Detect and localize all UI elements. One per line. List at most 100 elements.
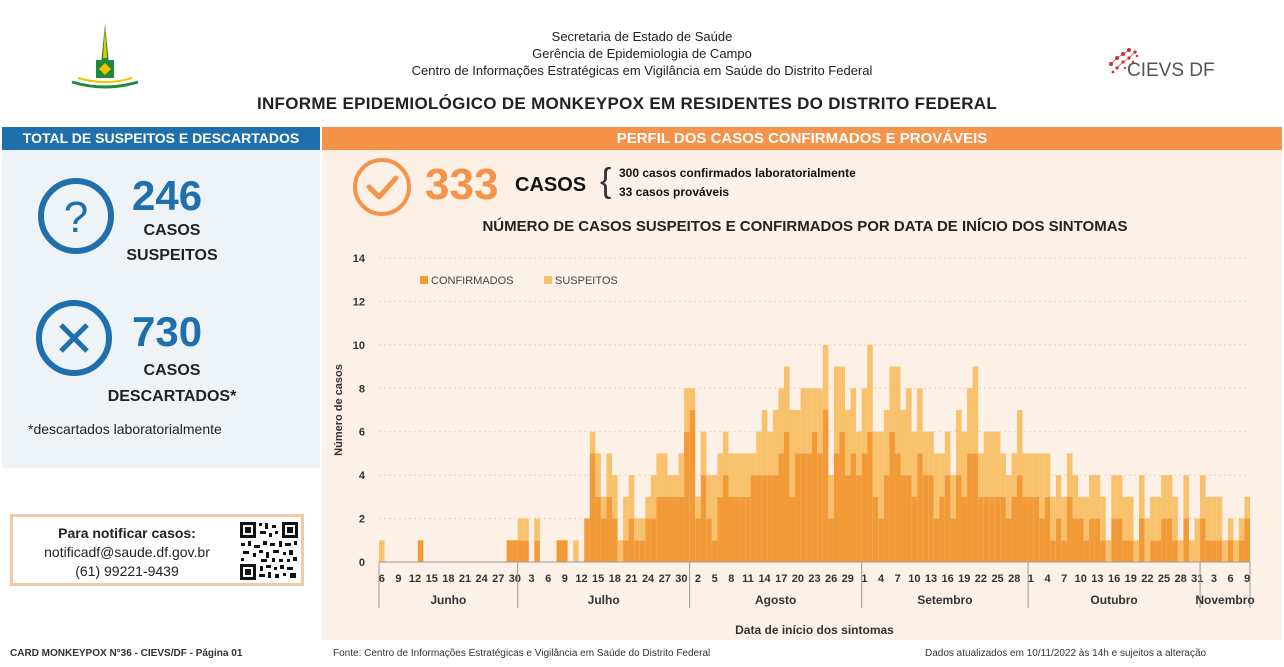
bar-confirmed (523, 540, 529, 562)
x-tick-label: 9 (1244, 573, 1250, 585)
suspects-count: 246 (132, 172, 202, 220)
bar-suspects (1023, 453, 1029, 496)
bar-confirmed (634, 540, 640, 562)
bar-suspects (1028, 453, 1034, 496)
bar-confirmed (845, 475, 851, 562)
discarded-count: 730 (132, 308, 202, 356)
qr-code-icon[interactable] (239, 521, 299, 581)
footer-card-id: CARD MONKEYPOX N°36 - CIEVS/DF - Página … (10, 648, 242, 659)
x-tick-label: 7 (895, 573, 901, 585)
x-tick-label: 18 (442, 573, 454, 585)
bar-confirmed (1067, 497, 1073, 562)
bar-suspects (662, 453, 668, 496)
bar-suspects (1139, 475, 1145, 518)
bar-confirmed (606, 497, 612, 562)
bar-suspects (950, 475, 956, 518)
bar-confirmed (1128, 540, 1134, 562)
bar-suspects (590, 432, 596, 454)
bar-suspects (1189, 540, 1195, 562)
bar-suspects (839, 367, 845, 432)
bar-suspects (1172, 497, 1178, 540)
bar-suspects (867, 345, 873, 432)
bar-confirmed (756, 475, 762, 562)
x-tick-label: 25 (1158, 573, 1170, 585)
x-tick-label: 10 (1075, 573, 1087, 585)
bar-confirmed (1100, 540, 1106, 562)
x-tick-label: 12 (409, 573, 421, 585)
x-tick-label: 5 (712, 573, 718, 585)
y-tick-label: 12 (353, 296, 365, 308)
bar-confirmed (906, 475, 912, 562)
bar-suspects (1006, 475, 1012, 518)
cievs-logo: CIEVS DF (1103, 44, 1223, 84)
bar-confirmed (773, 475, 779, 562)
bar-suspects (767, 432, 773, 475)
month-label: Julho (588, 593, 620, 607)
legend-label: CONFIRMADOS (431, 275, 514, 287)
bar-confirmed (623, 540, 629, 562)
bar-confirmed (507, 540, 513, 562)
x-tick-label: 19 (958, 573, 970, 585)
left-section-title: TOTAL DE SUSPEITOS E DESCARTADOS (2, 127, 320, 150)
footer-source: Fonte: Centro de Informações Estratégica… (333, 648, 710, 659)
y-tick-label: 14 (353, 253, 366, 265)
x-tick-label: 6 (1228, 573, 1234, 585)
bar-confirmed (701, 475, 707, 562)
bar-suspects (1045, 453, 1051, 496)
bar-suspects (1122, 497, 1128, 540)
bar-suspects (856, 432, 862, 475)
x-tick-label: 8 (728, 573, 734, 585)
bar-suspects (717, 453, 723, 496)
bar-suspects (962, 432, 968, 497)
bar-confirmed (629, 519, 635, 562)
bar-suspects (640, 519, 646, 541)
bar-confirmed (923, 475, 929, 562)
bar-suspects (873, 432, 879, 497)
bar-confirmed (939, 497, 945, 562)
bar-suspects (1244, 497, 1250, 519)
right-profile-panel: 333 CASOS { 300 casos confirmados labora… (322, 150, 1282, 640)
bar-confirmed (1161, 519, 1167, 562)
x-tick-label: 26 (825, 573, 837, 585)
suspects-label-1: CASOS (112, 222, 232, 240)
bar-suspects (1050, 497, 1056, 540)
bar-suspects (723, 432, 729, 475)
x-tick-label: 1 (861, 573, 867, 585)
x-tick-label: 12 (575, 573, 587, 585)
y-tick-label: 8 (359, 383, 365, 395)
bar-suspects (756, 432, 762, 475)
bar-suspects (1067, 453, 1073, 496)
notify-phone[interactable]: (61) 99221-9439 (17, 563, 237, 579)
bar-confirmed (851, 453, 857, 562)
bar-confirmed (856, 475, 862, 562)
bar-confirmed (740, 497, 746, 562)
bar-confirmed (706, 519, 712, 562)
notify-email[interactable]: notificadf@saude.df.gov.br (17, 544, 237, 560)
bar-suspects (762, 410, 768, 475)
bar-confirmed (751, 475, 757, 562)
bar-confirmed (518, 540, 524, 562)
bar-suspects (1106, 540, 1112, 562)
legend-label: SUSPEITOS (555, 275, 618, 287)
bar-confirmed (956, 475, 962, 562)
bar-suspects (828, 475, 834, 518)
bar-suspects (1111, 475, 1117, 518)
bar-suspects (601, 497, 607, 519)
bar-confirmed (734, 497, 740, 562)
bar-confirmed (645, 519, 651, 562)
month-label: Outubro (1090, 593, 1137, 607)
bar-confirmed (1039, 519, 1045, 562)
x-tick-label: 1 (1028, 573, 1034, 585)
discarded-footnote: *descartados laboratorialmente (28, 421, 222, 437)
bar-suspects (667, 475, 673, 497)
bar-suspects (1011, 453, 1017, 496)
bar-suspects (623, 497, 629, 540)
y-tick-label: 0 (359, 557, 365, 569)
bar-confirmed (584, 519, 590, 562)
legend-swatch (544, 276, 552, 284)
bar-confirmed (1239, 540, 1245, 562)
bar-suspects (673, 475, 679, 497)
bar-confirmed (1011, 497, 1017, 562)
bar-suspects (984, 432, 990, 497)
discarded-label-1: CASOS (112, 362, 232, 380)
